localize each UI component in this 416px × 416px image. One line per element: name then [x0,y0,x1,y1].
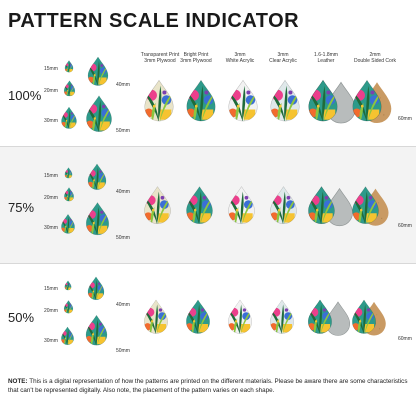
material-drop-clear-acrylic [268,78,302,124]
material-drop-bright-plywood [184,298,212,336]
material-drop-clear-acrylic [268,298,296,336]
material-drop-white-acrylic [226,78,260,124]
size-label-15mm: 15mm [44,286,58,292]
column-header-cork: 2mm Double Sided Cork [354,52,396,64]
material-drop-transparent-plywood [142,185,173,226]
size-label-20mm: 20mm [44,308,58,314]
size-label-15mm: 15mm [44,66,58,72]
column-header-white-acrylic: 3mm White Acrylic [225,52,255,64]
sample-drop-50mm [84,94,114,134]
sample-drop-20mm [63,300,74,314]
column-header-bright-plywood: Bright Print 3mm Plywood [180,52,212,64]
sample-drop-20mm [63,80,76,97]
size-label-40mm: 40mm [116,302,130,308]
row-label-100: 100% [8,88,42,103]
size-label-20mm: 20mm [44,88,58,94]
size-label-40mm: 40mm [116,82,130,88]
page-title: PATTERN SCALE INDICATOR [8,10,300,32]
material-drop-clear-acrylic [268,185,299,226]
material-drop-cork-front [350,78,384,124]
size-label-30mm: 30mm [44,338,58,344]
row-label-50: 50% [8,310,35,325]
material-drop-transparent-plywood [142,78,176,124]
material-drop-white-acrylic [226,298,254,336]
sample-drop-30mm [60,326,75,346]
size-label-15mm: 15mm [44,173,58,179]
sample-drop-40mm [86,163,108,191]
material-drop-transparent-plywood [142,298,170,336]
material-drop-leather-front [306,78,340,124]
material-drop-leather-front [306,298,334,336]
size-label-60mm: 60mm [398,223,412,229]
material-drop-bright-plywood [184,78,218,124]
column-header-transparent-plywood: Transparent Print 3mm Plywood [140,52,180,64]
size-label-60mm: 60mm [398,336,412,342]
sample-drop-40mm [86,56,110,87]
size-label-60mm: 60mm [398,116,412,122]
size-label-50mm: 50mm [116,128,130,134]
size-label-40mm: 40mm [116,189,130,195]
sample-drop-30mm [60,213,76,235]
sample-drop-40mm [86,276,106,301]
sample-drop-50mm [84,314,109,347]
material-drop-cork-front [350,298,378,336]
column-header-clear-acrylic: 3mm Clear Acrylic [269,52,297,64]
size-label-30mm: 30mm [44,225,58,231]
material-drop-bright-plywood [184,185,215,226]
size-label-20mm: 20mm [44,195,58,201]
sample-drop-15mm [64,60,74,73]
size-label-50mm: 50mm [116,348,130,354]
sample-drop-50mm [84,201,111,237]
note-text: NOTE: This is a digital representation o… [8,378,408,394]
column-header-leather: 1.6-1.8mm Leather [314,52,338,64]
sample-drop-20mm [63,187,75,202]
size-label-30mm: 30mm [44,118,58,124]
material-drop-white-acrylic [226,185,257,226]
row-label-75: 75% [8,200,35,215]
sample-drop-15mm [64,280,72,291]
sample-drop-30mm [60,106,78,130]
material-drop-cork-front [350,185,381,226]
size-label-50mm: 50mm [116,235,130,241]
sample-drop-15mm [64,167,73,179]
material-drop-leather-front [306,185,337,226]
